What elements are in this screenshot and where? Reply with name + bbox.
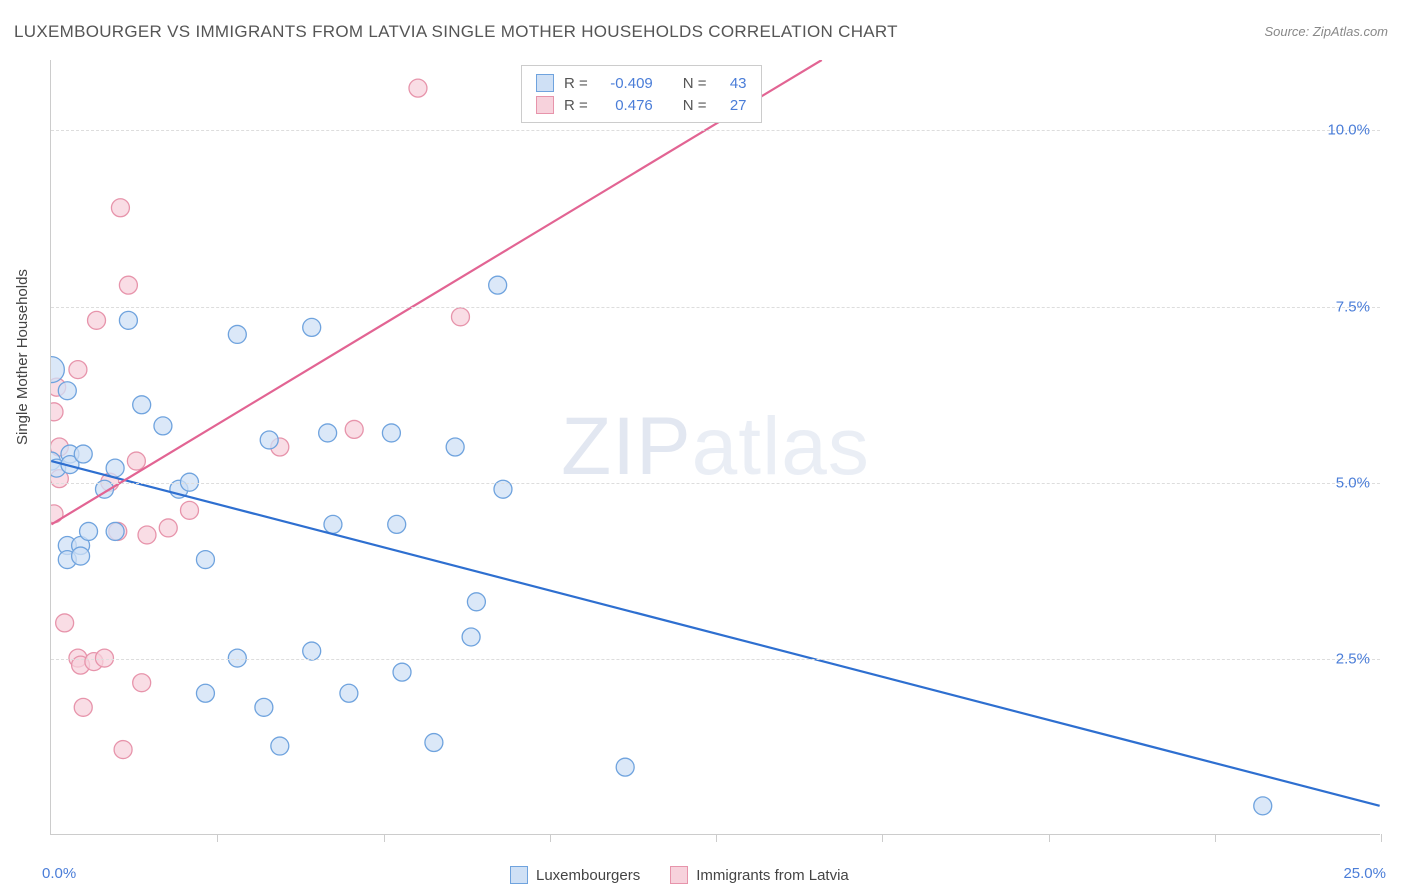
y-tick-label: 2.5% [1336, 650, 1370, 667]
watermark-bold: ZIP [561, 401, 692, 492]
stats-legend: R = -0.409 N = 43 R = 0.476 N = 27 [521, 65, 762, 123]
chart-svg [51, 60, 1380, 834]
series-legend: Luxembourgers Immigrants from Latvia [510, 866, 849, 884]
y-tick-label: 10.0% [1327, 122, 1370, 139]
r-label: R = [564, 97, 588, 114]
swatch-pink-icon [670, 866, 688, 884]
r-value-blue: -0.409 [598, 75, 653, 92]
r-value-pink: 0.476 [598, 97, 653, 114]
chart-title: LUXEMBOURGER VS IMMIGRANTS FROM LATVIA S… [14, 22, 898, 42]
x-axis-max-label: 25.0% [1343, 865, 1386, 882]
legend-item-pink: Immigrants from Latvia [670, 866, 849, 884]
swatch-blue-icon [510, 866, 528, 884]
n-value-blue: 43 [717, 75, 747, 92]
n-value-pink: 27 [717, 97, 747, 114]
legend-item-blue: Luxembourgers [510, 866, 640, 884]
stats-row-pink: R = 0.476 N = 27 [536, 94, 747, 116]
correlation-chart: LUXEMBOURGER VS IMMIGRANTS FROM LATVIA S… [0, 0, 1406, 892]
y-tick-label: 7.5% [1336, 298, 1370, 315]
swatch-pink [536, 96, 554, 114]
source-label: Source: ZipAtlas.com [1264, 24, 1388, 39]
n-label: N = [683, 97, 707, 114]
legend-label-pink: Immigrants from Latvia [696, 867, 849, 884]
legend-label-blue: Luxembourgers [536, 867, 640, 884]
x-axis-min-label: 0.0% [42, 865, 76, 882]
swatch-blue [536, 74, 554, 92]
n-label: N = [683, 75, 707, 92]
stats-row-blue: R = -0.409 N = 43 [536, 72, 747, 94]
watermark: ZIPatlas [561, 400, 870, 494]
r-label: R = [564, 75, 588, 92]
plot-area: ZIPatlas R = -0.409 N = 43 R = 0.476 N =… [50, 60, 1380, 835]
y-axis-label: Single Mother Households [14, 269, 31, 445]
watermark-thin: atlas [692, 401, 870, 492]
y-tick-label: 5.0% [1336, 474, 1370, 491]
